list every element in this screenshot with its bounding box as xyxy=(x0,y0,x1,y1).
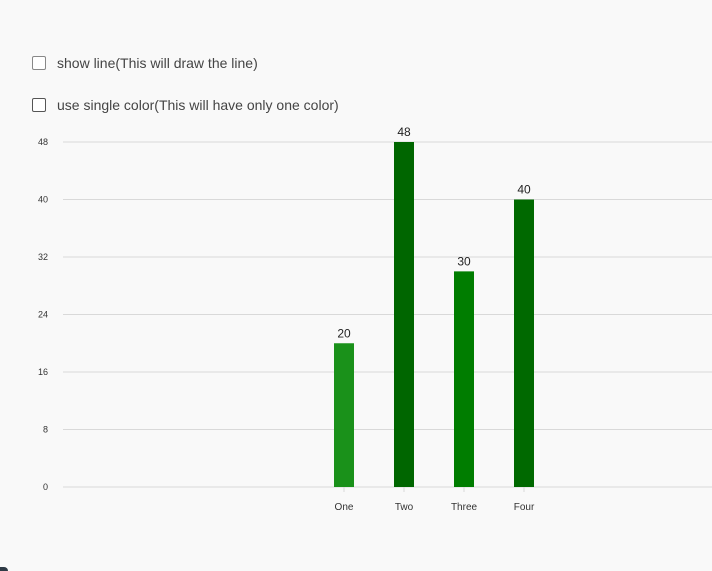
bar-data-label: 48 xyxy=(397,125,411,139)
y-tick-label: 8 xyxy=(43,425,48,435)
bar[interactable] xyxy=(334,343,354,487)
bar-data-label: 40 xyxy=(517,183,531,197)
corner-mark xyxy=(0,567,8,571)
bar-data-label: 30 xyxy=(457,254,471,268)
show-line-option[interactable]: show line(This will draw the line) xyxy=(32,55,258,71)
y-tick-label: 40 xyxy=(38,195,48,205)
y-tick-label: 32 xyxy=(38,252,48,262)
bar[interactable] xyxy=(394,142,414,487)
x-tick-label: One xyxy=(335,502,354,513)
y-tick-label: 24 xyxy=(38,310,48,320)
bars-layer xyxy=(334,142,534,487)
bar-data-label: 20 xyxy=(337,326,351,340)
grid-layer xyxy=(63,141,712,492)
bar[interactable] xyxy=(454,271,474,487)
single-color-label: use single color(This will have only one… xyxy=(57,97,339,113)
y-tick-label: 0 xyxy=(43,482,48,492)
single-color-checkbox[interactable] xyxy=(32,98,46,112)
show-line-checkbox[interactable] xyxy=(32,56,46,70)
bar[interactable] xyxy=(514,199,534,488)
y-tick-label: 16 xyxy=(38,367,48,377)
y-tick-label: 48 xyxy=(38,137,48,147)
single-color-option[interactable]: use single color(This will have only one… xyxy=(32,97,339,113)
x-tick-label: Two xyxy=(395,502,414,513)
labels-layer: 0 8 16 24 32 40 48 20 One 48 Two 30 Three 40 Four xyxy=(38,125,535,513)
x-tick-label: Four xyxy=(514,502,535,513)
show-line-label: show line(This will draw the line) xyxy=(57,55,258,71)
x-tick-label: Three xyxy=(451,502,478,513)
